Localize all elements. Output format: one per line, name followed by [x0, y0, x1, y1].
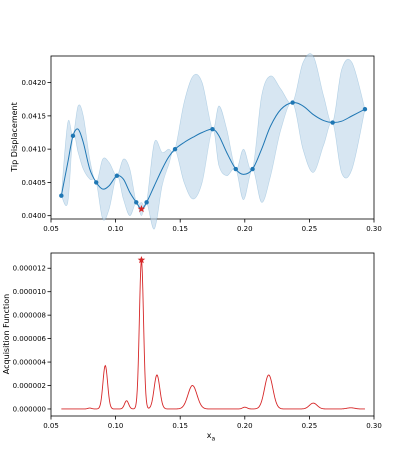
best-star-bottom [137, 256, 146, 264]
top-xtick-label: 0.15 [172, 225, 188, 233]
bottom-ytick-label: 0.000008 [13, 312, 46, 320]
observation-point [114, 173, 120, 178]
observation-point [362, 107, 368, 112]
observation-point [290, 100, 295, 105]
bottom-x-ticks: 0.05 0.10 0.15 0.20 0.25 0.30 [43, 416, 382, 430]
observation-point [134, 200, 139, 205]
observation-points [59, 100, 368, 205]
x-axis-label-main: x [207, 431, 212, 440]
acquisition-max-marker [137, 256, 146, 264]
confidence-band [61, 53, 366, 230]
bottom-ytick-label: 0.000002 [13, 382, 46, 390]
bottom-xtick-label: 0.15 [172, 422, 188, 430]
acquisition-curve [61, 260, 365, 410]
gp-posterior-panel: 0.05 0.10 0.15 0.20 0.25 0.30 0.04000.04050.0… [10, 53, 382, 233]
acquisition-panel: 0.05 0.10 0.15 0.20 0.25 0.30 0.0000000.00000… [2, 252, 382, 443]
bottom-y-ticks: 0.000000 0.000002 0.000004 0.000006 0.000008… [13, 265, 51, 413]
top-x-ticks: 0.05 0.10 0.15 0.20 0.25 0.30 [43, 219, 382, 233]
best-point-marker [137, 205, 146, 213]
bottom-xtick-label: 0.20 [237, 422, 253, 430]
posterior-mean-path [60, 101, 366, 210]
bottom-y-axis-label: Acquisition Function [2, 294, 11, 374]
bottom-xtick-label: 0.25 [302, 422, 318, 430]
observation-point [233, 166, 238, 172]
observation-point [172, 146, 178, 152]
bottom-ytick-label: 0.000000 [13, 405, 46, 413]
observation-point [330, 120, 335, 125]
top-ytick-label: 0.0415 [22, 112, 47, 120]
bottom-ytick-label: 0.000006 [13, 335, 47, 343]
observation-point [210, 126, 215, 132]
confidence-band-area [61, 53, 366, 230]
observation-point [144, 200, 149, 205]
top-xtick-label: 0.10 [108, 225, 124, 233]
x-axis-label-sub: a [212, 436, 216, 443]
top-xtick-label: 0.20 [237, 225, 253, 233]
top-y-axis-label: Tip Displacement [10, 102, 19, 172]
top-xtick-label: 0.30 [366, 225, 382, 233]
bottom-xtick-label: 0.30 [366, 422, 382, 430]
observation-point [59, 193, 64, 198]
top-xtick-label: 0.05 [43, 225, 59, 233]
top-ytick-label: 0.0410 [22, 146, 47, 154]
bottom-axes-frame [50, 252, 375, 417]
observation-point [250, 166, 255, 172]
bottom-xtick-label: 0.10 [108, 422, 124, 430]
bottom-x-axis-label: xa [207, 431, 216, 443]
top-ytick-label: 0.0400 [22, 212, 47, 220]
observation-point [70, 133, 76, 139]
top-ytick-label: 0.0420 [22, 79, 47, 87]
bottom-ytick-label: 0.000004 [13, 359, 47, 367]
bottom-ytick-label: 0.000010 [13, 288, 46, 296]
observation-point [94, 180, 99, 185]
bottom-xtick-label: 0.05 [43, 422, 59, 430]
top-xtick-label: 0.25 [302, 225, 318, 233]
posterior-mean-line [60, 101, 366, 210]
bottom-ytick-label: 0.000012 [13, 265, 46, 273]
acquisition-path [61, 260, 365, 410]
best-star-top [137, 205, 146, 213]
top-y-ticks: 0.0400 0.0405 0.0410 0.0415 0.0420 [22, 79, 51, 220]
top-axes-frame [50, 55, 375, 220]
top-ytick-label: 0.0405 [22, 179, 47, 187]
